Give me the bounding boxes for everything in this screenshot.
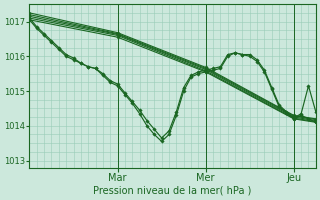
X-axis label: Pression niveau de la mer( hPa ): Pression niveau de la mer( hPa )	[93, 186, 252, 196]
